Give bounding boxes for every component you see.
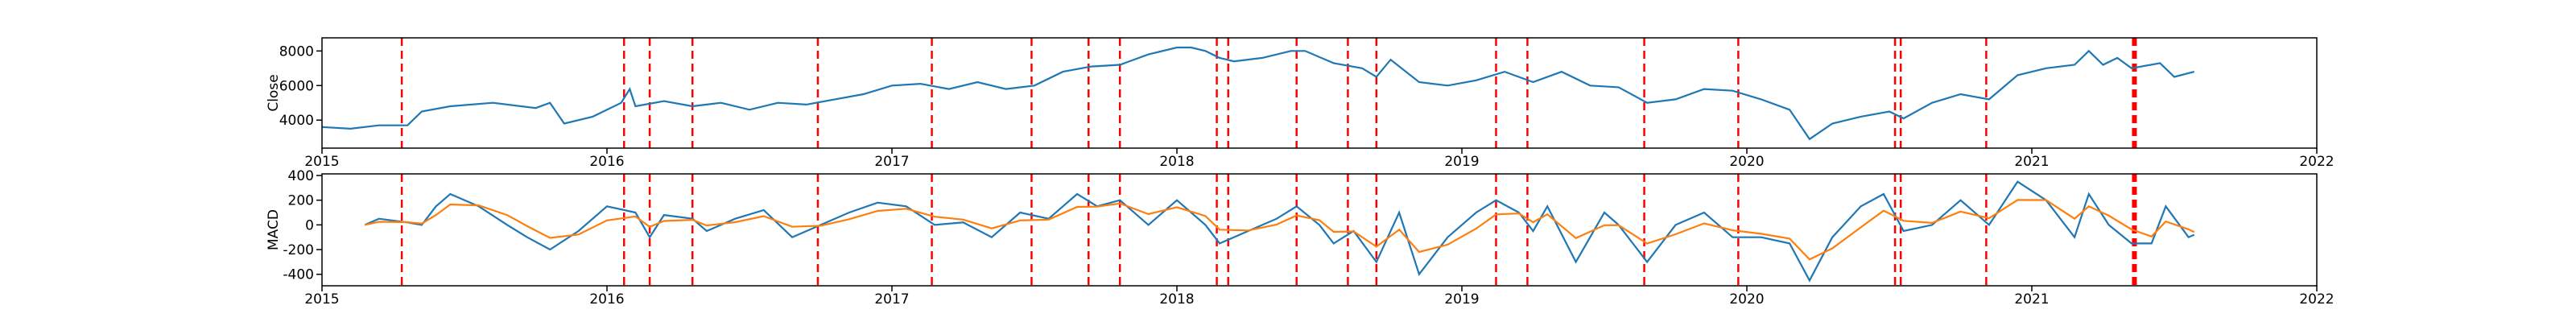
series-line (364, 199, 2195, 261)
plot-frame (321, 37, 2318, 149)
x-tick-label: 2015 (304, 291, 339, 308)
x-tick-label: 2022 (2299, 154, 2334, 170)
x-tick-label: 2021 (2014, 291, 2049, 308)
y-tick-label: 4000 (279, 113, 314, 129)
y-tick-label: 400 (288, 168, 314, 184)
y-tick-label: 0 (305, 217, 314, 233)
x-tick-label: 2016 (589, 291, 624, 308)
y-tick-label: 200 (288, 193, 314, 209)
plot-frame (321, 173, 2318, 287)
x-tick-label: 2020 (1729, 154, 1764, 170)
y-tick-label: 6000 (279, 78, 314, 94)
x-tick-label: 2022 (2299, 291, 2334, 308)
x-tick-label: 2020 (1729, 291, 1764, 308)
x-tick-label: 2017 (874, 291, 909, 308)
x-tick-label: 2019 (1444, 154, 1479, 170)
series-line (364, 180, 2195, 283)
y-axis-label: MACD (266, 209, 282, 250)
y-axis-label: Close (266, 74, 282, 111)
x-tick-label: 2018 (1159, 154, 1194, 170)
x-tick-label: 2021 (2014, 154, 2049, 170)
y-tick-label: -400 (283, 267, 314, 283)
series-line (321, 46, 2195, 141)
y-tick-label: 8000 (279, 43, 314, 60)
x-tick-label: 2016 (589, 154, 624, 170)
x-tick-label: 2017 (874, 154, 909, 170)
x-tick-label: 2018 (1159, 291, 1194, 308)
x-tick-label: 2019 (1444, 291, 1479, 308)
y-tick-label: -200 (283, 242, 314, 258)
x-tick-label: 2015 (304, 154, 339, 170)
